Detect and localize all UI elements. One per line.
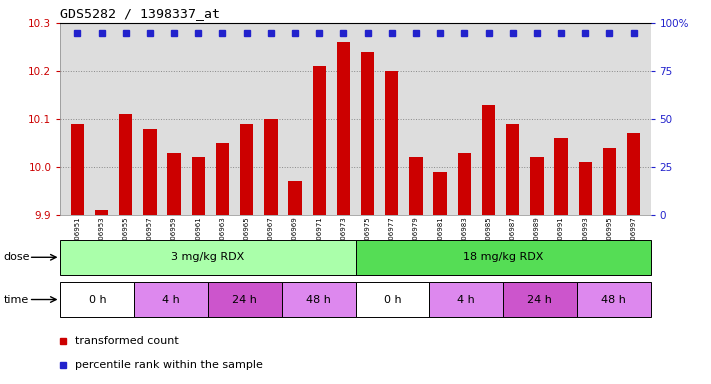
Text: transformed count: transformed count (75, 336, 179, 346)
Bar (410, 157, 422, 215)
Bar (356, 282, 429, 317)
Bar (282, 282, 356, 317)
Bar (429, 282, 503, 317)
Text: 0 h: 0 h (88, 295, 106, 305)
Text: percentile rank within the sample: percentile rank within the sample (75, 360, 263, 370)
Bar (361, 52, 374, 215)
Bar (240, 124, 253, 215)
Text: 18 mg/kg RDX: 18 mg/kg RDX (463, 252, 543, 262)
Bar (555, 138, 567, 215)
Bar (482, 104, 495, 215)
Bar (313, 66, 326, 215)
Text: dose: dose (4, 252, 30, 262)
Bar (458, 153, 471, 215)
Bar (134, 282, 208, 317)
Text: 48 h: 48 h (306, 295, 331, 305)
Bar (530, 157, 543, 215)
Bar (168, 153, 181, 215)
Text: 48 h: 48 h (602, 295, 626, 305)
Text: 4 h: 4 h (457, 295, 475, 305)
Bar (337, 42, 350, 215)
Bar (95, 210, 108, 215)
Bar (264, 119, 277, 215)
Bar (503, 282, 577, 317)
Bar (192, 157, 205, 215)
Bar (208, 282, 282, 317)
Text: 3 mg/kg RDX: 3 mg/kg RDX (171, 252, 245, 262)
Bar (434, 172, 447, 215)
Bar (144, 129, 156, 215)
Bar (60, 282, 134, 317)
Text: 24 h: 24 h (528, 295, 552, 305)
Text: GDS5282 / 1398337_at: GDS5282 / 1398337_at (60, 7, 220, 20)
Bar (119, 114, 132, 215)
Bar (603, 148, 616, 215)
Text: 4 h: 4 h (162, 295, 180, 305)
Bar (577, 282, 651, 317)
Text: 24 h: 24 h (232, 295, 257, 305)
Text: time: time (4, 295, 29, 305)
Bar (579, 162, 592, 215)
Text: 0 h: 0 h (383, 295, 401, 305)
Bar (60, 240, 356, 275)
Bar (627, 134, 641, 215)
Bar (356, 240, 651, 275)
Bar (506, 124, 519, 215)
Bar (289, 181, 301, 215)
Bar (216, 143, 229, 215)
Bar (70, 124, 84, 215)
Bar (385, 71, 398, 215)
